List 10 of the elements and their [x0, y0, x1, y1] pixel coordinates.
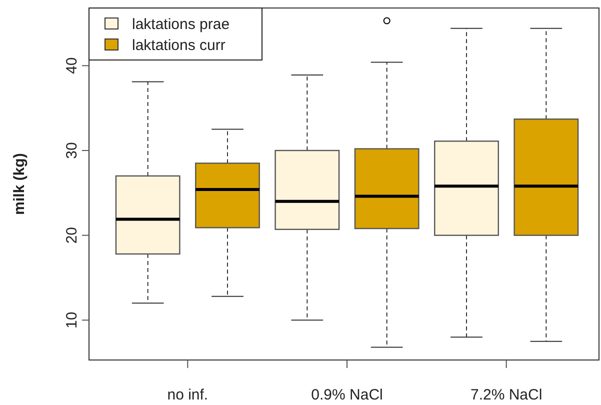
y-tick-label: 30 — [63, 142, 80, 159]
y-axis-title: milk (kg) — [11, 153, 28, 215]
y-tick-label: 10 — [63, 312, 80, 328]
legend-label: laktations curr — [132, 37, 226, 54]
x-tick-label: 0.9% NaCl — [311, 386, 383, 404]
legend-label: laktations prae — [132, 16, 230, 33]
y-tick-label: 20 — [63, 226, 80, 244]
y-tick-label: 40 — [63, 57, 80, 74]
x-tick-label: 7.2% NaCl — [470, 386, 542, 404]
x-tick-label: no inf. — [167, 386, 208, 404]
